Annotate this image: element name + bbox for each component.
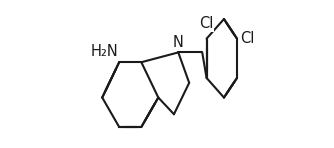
Text: N: N	[173, 34, 184, 50]
Text: H₂N: H₂N	[91, 44, 119, 59]
Text: Cl: Cl	[240, 31, 254, 46]
Text: Cl: Cl	[199, 16, 214, 31]
